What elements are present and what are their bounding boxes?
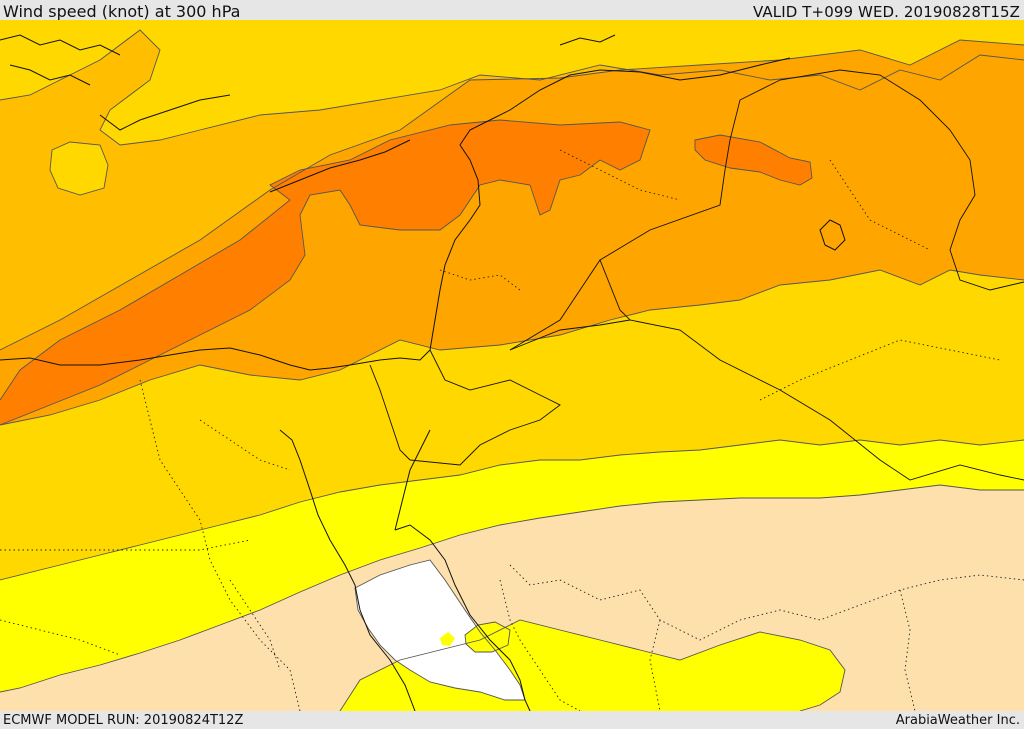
footer-bar	[0, 711, 1024, 729]
coastlines	[0, 34, 846, 711]
band-moderate-south	[0, 270, 1024, 580]
header-bar	[0, 0, 1024, 20]
band-moderate-low-dot	[440, 632, 455, 646]
wind-speed-map	[0, 20, 1024, 711]
valid-time: VALID T+099 WED. 20190828T15Z	[753, 3, 1020, 21]
band-moderate-low	[0, 440, 1024, 692]
admin-boundaries	[0, 149, 1024, 711]
model-run: ECMWF MODEL RUN: 20190824T12Z	[3, 713, 244, 728]
band-moderate-north-patch	[50, 142, 108, 195]
map-title: Wind speed (knot) at 300 hPa	[3, 2, 241, 21]
band-strong	[0, 40, 1024, 425]
credit-label: ArabiaWeather Inc.	[895, 713, 1020, 728]
band-moderate-north	[0, 20, 1024, 145]
band-very-strong-jet	[0, 120, 650, 425]
country-borders	[369, 69, 1024, 481]
band-calmest	[355, 560, 525, 700]
band-very-strong-east	[695, 135, 812, 185]
